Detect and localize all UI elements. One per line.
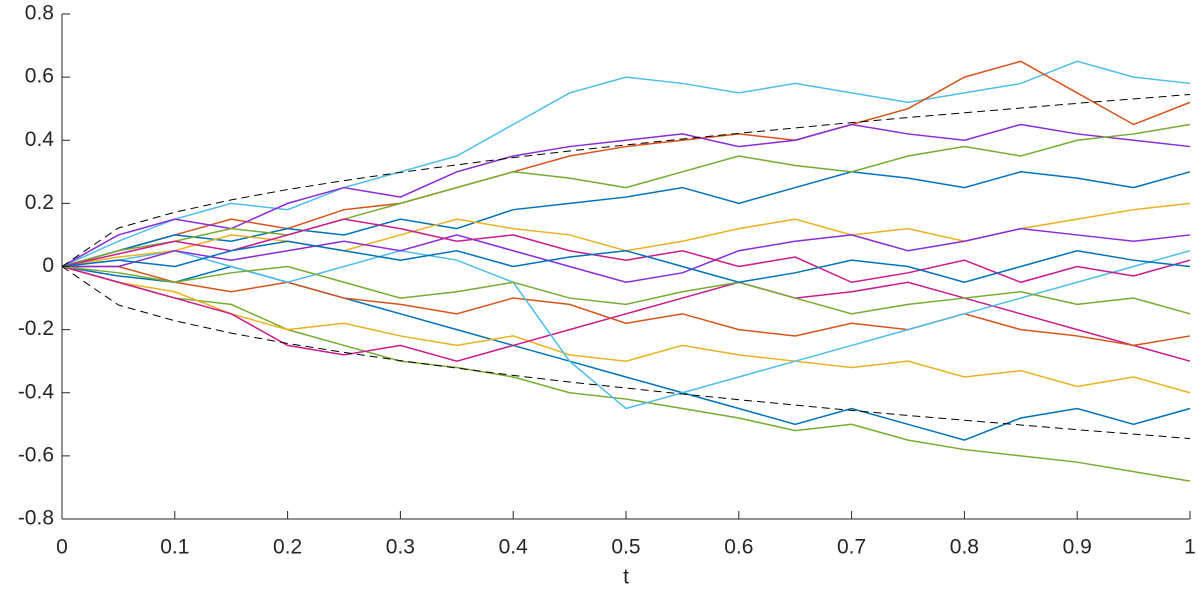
path-line bbox=[61, 60, 1191, 268]
x-tick-label: 0.6 bbox=[724, 536, 753, 559]
path-line bbox=[61, 265, 1191, 441]
path-line bbox=[62, 265, 1191, 347]
x-tick-label: 0.5 bbox=[611, 536, 640, 559]
x-tick-label: 0.9 bbox=[1063, 536, 1092, 559]
y-tick-label: -0.8 bbox=[18, 507, 54, 530]
y-tick-label: 0.6 bbox=[25, 65, 54, 88]
y-tick-label: 0 bbox=[42, 254, 54, 277]
path-line bbox=[61, 240, 1191, 284]
plot-area bbox=[61, 60, 1191, 482]
path-line bbox=[61, 249, 1191, 410]
x-tick-label: 1 bbox=[1184, 536, 1196, 559]
y-tick-label: 0.2 bbox=[25, 191, 54, 214]
path-line bbox=[61, 202, 1191, 268]
path-line bbox=[61, 265, 1191, 362]
x-tick-label: 0.3 bbox=[386, 536, 415, 559]
x-tick-label: 0.1 bbox=[160, 536, 189, 559]
x-axis-label: t bbox=[623, 566, 629, 589]
path-line bbox=[61, 218, 1191, 284]
y-tick-label: 0.8 bbox=[25, 2, 54, 25]
path-line bbox=[61, 60, 1191, 268]
path-line bbox=[61, 265, 1191, 394]
y-tick-label: -0.6 bbox=[18, 443, 54, 466]
x-tick-label: 0 bbox=[56, 536, 68, 559]
y-tick-label: -0.4 bbox=[18, 380, 55, 403]
path-line bbox=[62, 227, 1191, 284]
x-tick-label: 0.8 bbox=[950, 536, 979, 559]
y-tick-label: -0.2 bbox=[18, 317, 54, 340]
path-line bbox=[61, 265, 1191, 315]
x-tick-label: 0.2 bbox=[273, 536, 302, 559]
path-line bbox=[61, 265, 1191, 482]
y-tick-label: 0.4 bbox=[25, 128, 55, 151]
x-tick-label: 0.4 bbox=[499, 536, 529, 559]
path-line bbox=[61, 123, 1191, 268]
x-tick-label: 0.7 bbox=[837, 536, 866, 559]
path-line bbox=[61, 123, 1191, 268]
